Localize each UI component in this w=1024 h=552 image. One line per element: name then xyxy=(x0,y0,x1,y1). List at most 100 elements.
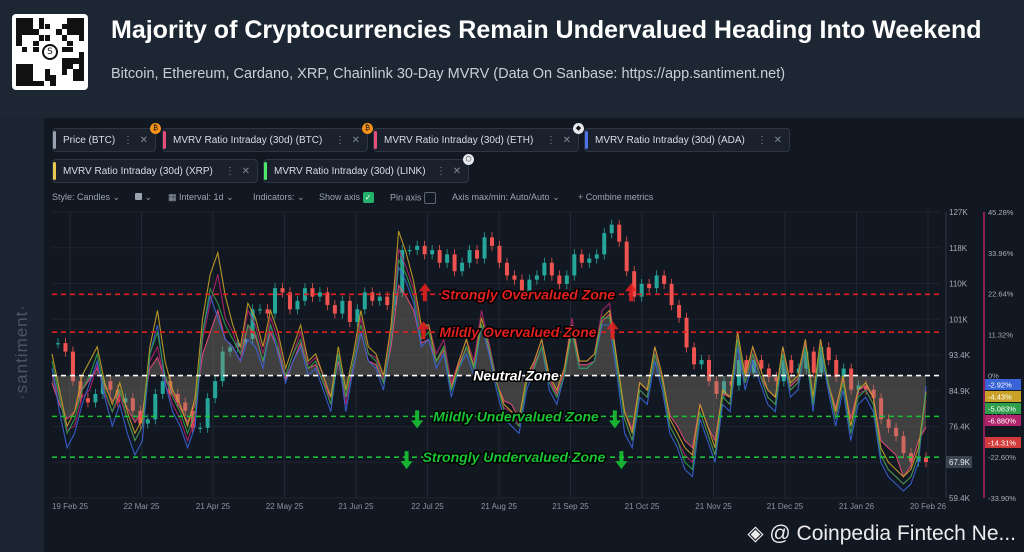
metric-chip-mvrv-link[interactable]: MVRV Ratio Intraday (30d) (LINK) ⋮ ✕ xyxy=(263,159,469,183)
price-candle xyxy=(879,398,884,420)
price-candle xyxy=(56,343,60,345)
bitcoin-icon: ₿ xyxy=(362,123,373,134)
mvrv-axis-label: 0% xyxy=(988,371,999,380)
indicators-dropdown[interactable]: Indicators: ⌄ xyxy=(253,192,305,203)
x-tick-label: 21 Sep 25 xyxy=(552,502,589,511)
more-icon[interactable]: ⋮ xyxy=(123,135,133,146)
color-dropdown[interactable]: ⌄ xyxy=(135,192,152,203)
close-icon[interactable]: ✕ xyxy=(562,135,571,146)
indicators-label: Indicators: xyxy=(253,192,295,202)
zone-label: Strongly Overvalued Zone xyxy=(441,286,615,302)
close-icon[interactable]: ✕ xyxy=(351,135,360,146)
price-candle xyxy=(504,262,509,276)
metric-chip-label: MVRV Ratio Intraday (30d) (ADA) xyxy=(595,135,745,146)
mvrv-series-line xyxy=(51,258,927,485)
arrow-up-icon xyxy=(606,321,619,340)
arrow-up-icon xyxy=(418,283,431,302)
axes: 19 Feb 25 22 Mar 25 21 Apr 25 22 May 25 21 J… xyxy=(52,208,1021,511)
metric-chip-mvrv-btc[interactable]: MVRV Ratio Intraday (30d) (BTC) ⋮ ✕ xyxy=(162,128,368,152)
price-candle xyxy=(617,224,622,242)
price-candle xyxy=(512,275,517,280)
price-candle xyxy=(422,245,427,255)
close-icon[interactable]: ✕ xyxy=(139,135,148,146)
price-candle xyxy=(602,233,607,255)
axis-minmax-dropdown[interactable]: Axis max/min: Auto/Auto ⌄ xyxy=(452,192,560,203)
metric-color-bar xyxy=(53,162,56,180)
pin-axis-toggle[interactable]: Pin axis xyxy=(390,192,437,204)
price-candle xyxy=(811,351,816,373)
price-candle xyxy=(677,305,682,318)
price-candle xyxy=(894,427,899,437)
ethereum-icon: ◆ xyxy=(573,123,584,134)
price-candle xyxy=(467,250,472,263)
mvrv-axis-label: -33.90% xyxy=(988,494,1016,503)
zone-lines: Strongly Overvalued Zone Mildly Overvalue… xyxy=(52,283,940,470)
show-axis-label: Show axis xyxy=(319,192,361,202)
metric-chip-label: MVRV Ratio Intraday (30d) (ETH) xyxy=(384,135,534,146)
x-tick-label: 19 Feb 25 xyxy=(52,502,89,511)
style-dropdown[interactable]: Style: Candles ⌄ xyxy=(52,192,120,203)
zone-label: Mildly Overvalued Zone xyxy=(439,324,596,340)
price-candle xyxy=(130,398,135,411)
more-icon[interactable]: ⋮ xyxy=(546,135,556,146)
price-candle xyxy=(632,271,637,297)
price-candle xyxy=(85,398,90,403)
price-candle xyxy=(804,351,809,369)
metric-chip-mvrv-xrp[interactable]: MVRV Ratio Intraday (30d) (XRP) ⋮ ✕ xyxy=(52,159,258,183)
checkbox-checked-icon[interactable]: ✓ xyxy=(362,192,374,204)
price-axis-label: 84.9K xyxy=(949,387,971,396)
metric-color-bar xyxy=(374,131,377,149)
metric-chip-label: Price (BTC) xyxy=(63,135,116,146)
price-candle xyxy=(385,296,390,306)
price-candle xyxy=(317,292,322,297)
x-tick-label: 22 Jul 25 xyxy=(411,502,444,511)
arrow-up-icon xyxy=(625,283,638,302)
close-icon[interactable]: ✕ xyxy=(773,135,782,146)
zone-label: Mildly Undervalued Zone xyxy=(433,408,599,424)
price-candle xyxy=(564,275,569,284)
combine-metrics-label: + Combine metrics xyxy=(578,192,654,202)
price-candle xyxy=(160,381,165,394)
more-icon[interactable]: ⋮ xyxy=(436,166,446,177)
price-candle xyxy=(766,368,771,377)
combine-metrics-button[interactable]: + Combine metrics xyxy=(578,192,653,202)
more-icon[interactable]: ⋮ xyxy=(335,135,345,146)
arrow-up-icon xyxy=(417,321,430,340)
price-candle xyxy=(490,237,494,246)
price-candle xyxy=(475,250,480,259)
price-candle xyxy=(826,347,831,361)
close-icon[interactable]: ✕ xyxy=(452,166,461,177)
chevron-down-icon: ⌄ xyxy=(112,192,121,202)
price-candle xyxy=(871,389,876,399)
x-tick-label: 21 Jun 25 xyxy=(338,502,374,511)
price-candle xyxy=(437,250,442,263)
price-candle xyxy=(332,305,337,314)
metric-color-bar xyxy=(53,131,56,149)
price-candle xyxy=(295,300,300,310)
more-icon[interactable]: ⋮ xyxy=(225,166,235,177)
header: S Majority of Cryptocurrencies Remain Un… xyxy=(0,0,1024,118)
price-current-label: 67.9K xyxy=(949,458,971,467)
x-tick-label: 22 May 25 xyxy=(266,502,304,511)
price-candle xyxy=(430,250,435,255)
price-candle xyxy=(287,292,292,310)
price-current-badge xyxy=(946,456,972,469)
mvrv-axis-label: 45.28% xyxy=(988,208,1014,217)
price-candle xyxy=(497,245,502,263)
metric-chip-price-btc[interactable]: Price (BTC) ⋮ ✕ xyxy=(52,128,156,152)
show-axis-toggle[interactable]: Show axis ✓ xyxy=(319,192,374,204)
price-candle xyxy=(258,309,263,311)
price-candle xyxy=(145,419,150,424)
price-candle xyxy=(138,410,143,424)
chevron-down-icon: ⌄ xyxy=(144,192,153,202)
metric-chip-mvrv-eth[interactable]: MVRV Ratio Intraday (30d) (ETH) ⋮ ✕ xyxy=(373,128,579,152)
price-candle xyxy=(744,360,749,373)
interval-dropdown[interactable]: ▦ Interval: 1d ⌄ xyxy=(168,192,234,203)
checkbox-empty-icon[interactable] xyxy=(424,192,437,204)
price-candle xyxy=(228,347,233,352)
price-axis-label: 76.4K xyxy=(949,423,971,432)
more-icon[interactable]: ⋮ xyxy=(757,135,767,146)
metric-chip-mvrv-ada[interactable]: MVRV Ratio Intraday (30d) (ADA) ⋮ ✕ xyxy=(584,128,790,152)
close-icon[interactable]: ✕ xyxy=(241,166,250,177)
price-candle xyxy=(445,254,450,263)
